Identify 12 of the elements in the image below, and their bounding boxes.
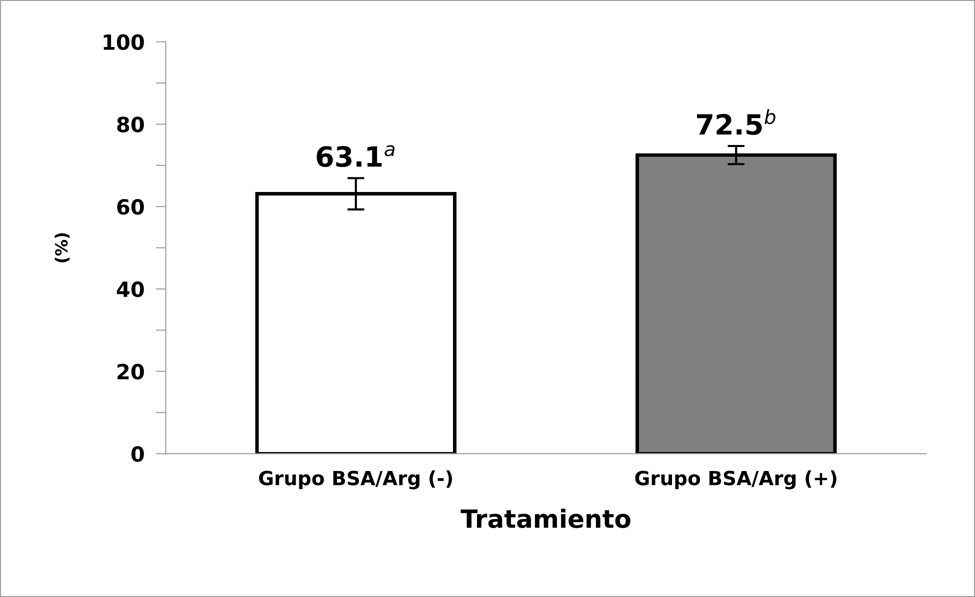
x-tick-label: Grupo BSA/Arg (-) [259, 470, 452, 490]
data-label: 72.5$^{b}$ [697, 109, 776, 135]
x-axis-title: Tratamiento [460, 508, 630, 528]
y-axis-title: (%) [54, 233, 70, 262]
y-tick-label: 20 [118, 364, 144, 380]
y-tick-label: 100 [104, 34, 144, 50]
x-tick-label: Grupo BSA/Arg (+) [635, 470, 836, 490]
y-tick-label: 60 [117, 199, 144, 215]
data-label: 63.1$^{a}$ [316, 145, 394, 168]
y-tick-label: 80 [117, 116, 144, 132]
y-tick-label: 0 [131, 446, 144, 462]
y-tick-label: 40 [116, 281, 144, 298]
